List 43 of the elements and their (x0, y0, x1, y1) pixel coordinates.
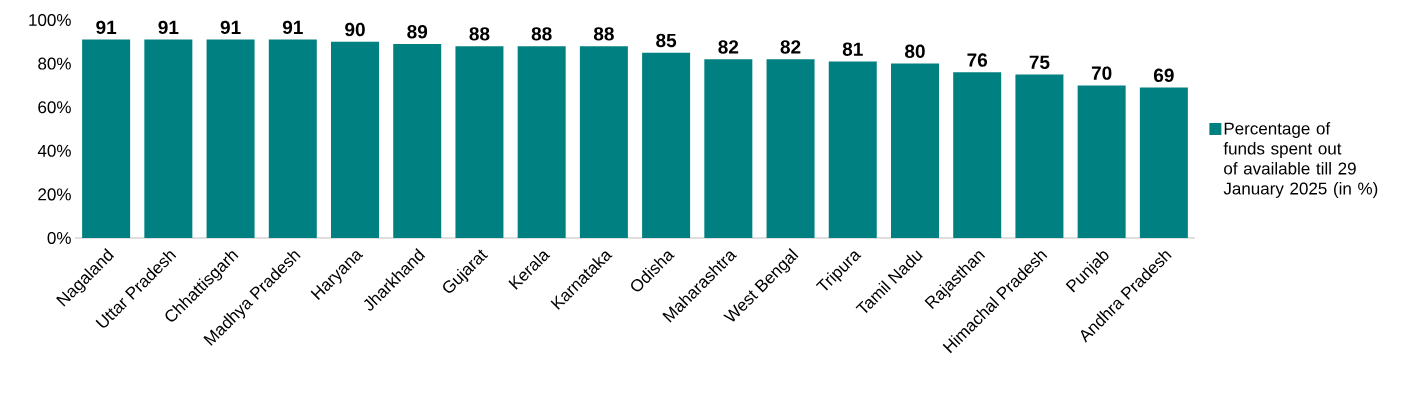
bar (704, 59, 753, 238)
data-label: 81 (842, 42, 863, 56)
bar (455, 46, 504, 238)
data-label: 88 (531, 27, 552, 41)
y-tick-label: 0% (47, 231, 71, 245)
bar (393, 43, 442, 238)
y-tick-label: 80% (38, 57, 71, 70)
y-tick-label: 100% (29, 13, 71, 27)
data-label: 85 (656, 33, 677, 48)
data-label: 91 (96, 20, 117, 35)
bar (517, 46, 566, 238)
y-tick-label: 60% (38, 101, 71, 114)
bar (579, 46, 628, 238)
bar (642, 52, 691, 238)
bar (82, 39, 131, 238)
data-label: 88 (593, 27, 614, 41)
legend-label: Percentage of funds spent out of available till 29 January 2025 (in %) (1223, 122, 1378, 198)
data-label: 91 (158, 20, 179, 35)
bar (1139, 87, 1188, 238)
data-label: 70 (1091, 66, 1112, 80)
bar (828, 61, 877, 238)
bar (206, 39, 255, 238)
data-label: 89 (407, 24, 428, 39)
data-label: 82 (718, 40, 739, 54)
bar (890, 63, 939, 238)
data-label: 69 (1153, 68, 1174, 83)
data-label: 80 (905, 44, 925, 59)
bar (331, 41, 380, 238)
data-label: 82 (780, 40, 801, 54)
bar (268, 39, 317, 238)
bar (766, 59, 815, 238)
y-tick-label: 20% (38, 188, 71, 201)
y-tick-label: 40% (37, 144, 71, 157)
bar (1077, 85, 1126, 238)
bar (1015, 74, 1064, 238)
data-label: 91 (282, 20, 303, 35)
data-label: 75 (1029, 55, 1050, 69)
data-label: 91 (220, 20, 241, 35)
data-label: 90 (345, 22, 365, 37)
data-label: 88 (469, 27, 490, 41)
data-label: 76 (967, 53, 988, 67)
bar (144, 39, 193, 238)
bar (953, 72, 1002, 238)
